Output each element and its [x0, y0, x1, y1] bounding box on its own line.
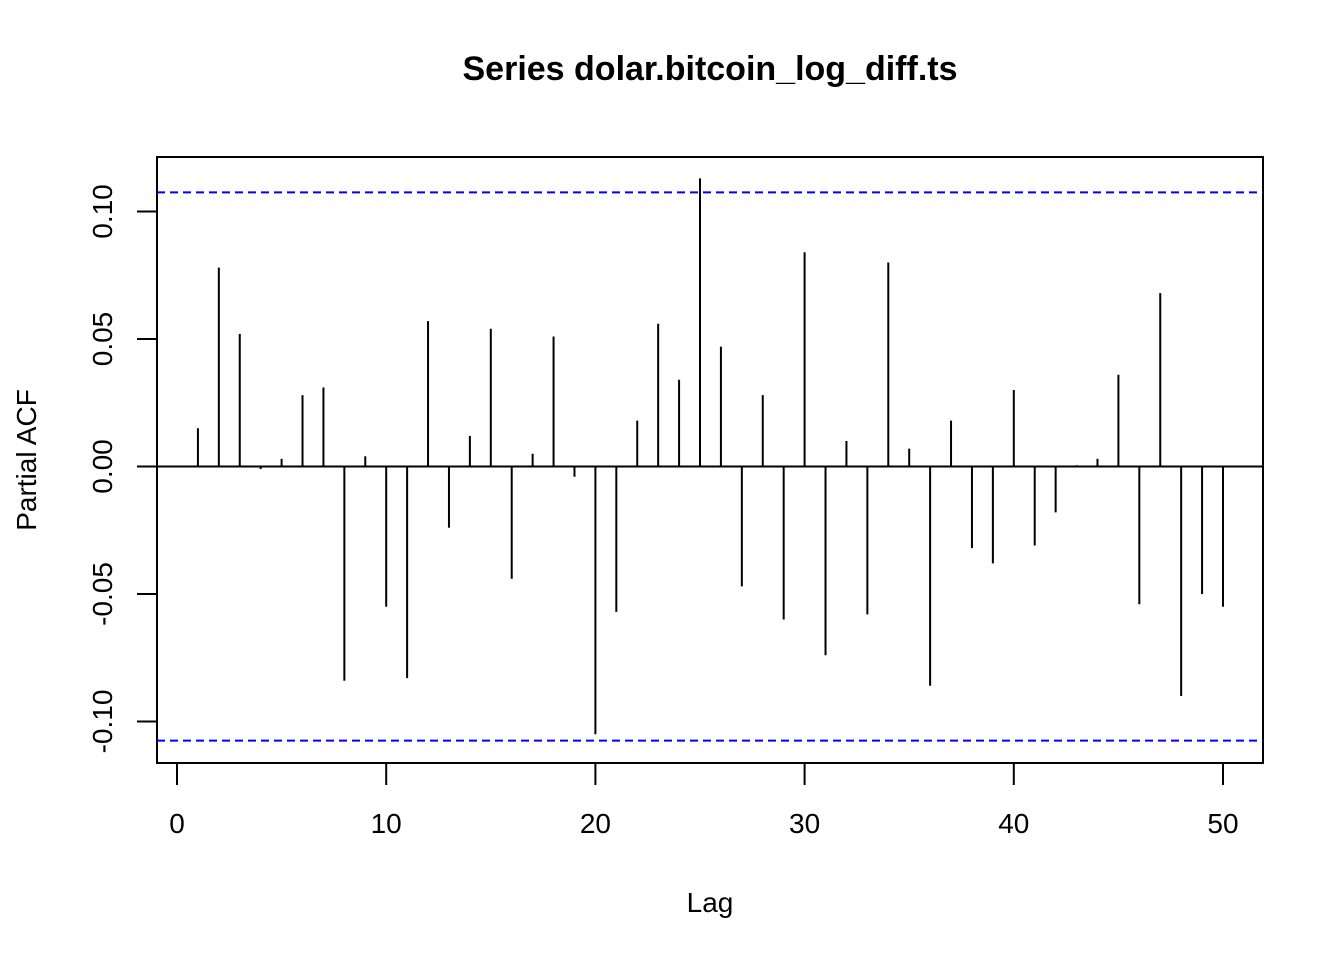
- chart-title: Series dolar.bitcoin_log_diff.ts: [463, 50, 958, 88]
- y-axis: -0.10 -0.05 0.00 0.05 0.10: [87, 184, 158, 754]
- y-tick-label: 0.10: [87, 184, 118, 239]
- x-axis: 0 10 20 30 40 50: [169, 762, 1239, 839]
- y-tick-label: 0.00: [87, 439, 118, 494]
- y-axis-label: Partial ACF: [11, 389, 42, 531]
- pacf-bars: [196, 178, 1224, 735]
- x-tick-label: 10: [371, 808, 402, 839]
- y-tick-label: -0.05: [87, 562, 118, 626]
- y-tick-label: 0.05: [87, 312, 118, 367]
- x-tick-label: 0: [169, 808, 185, 839]
- x-tick-label: 40: [998, 808, 1029, 839]
- x-tick-label: 20: [580, 808, 611, 839]
- x-tick-label: 30: [789, 808, 820, 839]
- y-tick-label: -0.10: [87, 690, 118, 754]
- x-tick-label: 50: [1207, 808, 1238, 839]
- x-axis-label: Lag: [687, 887, 734, 918]
